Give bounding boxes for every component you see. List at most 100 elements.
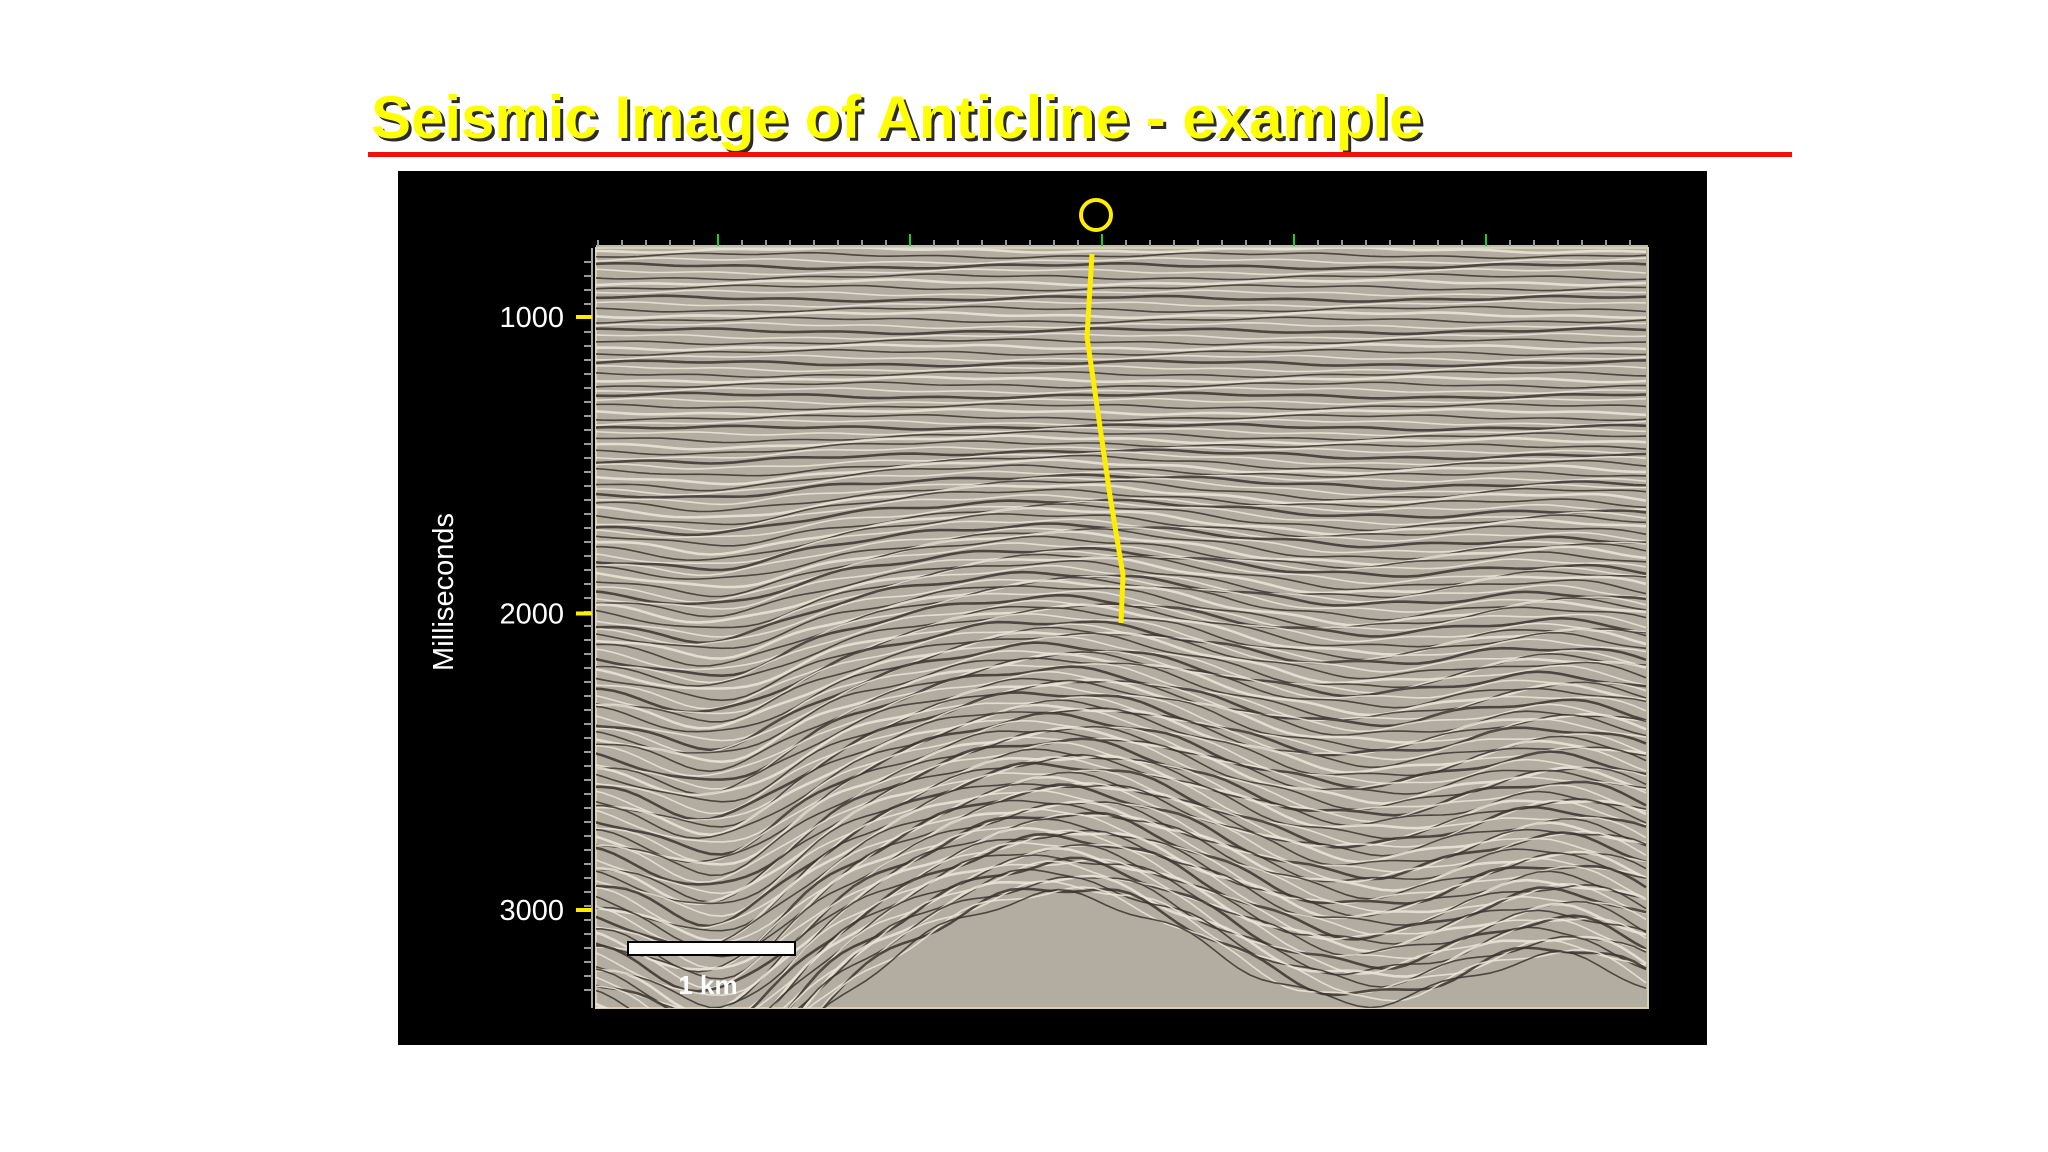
reflector	[596, 585, 1647, 667]
reflector	[596, 769, 1647, 930]
reflector	[596, 375, 1647, 384]
reflector	[596, 725, 1647, 863]
reflector	[596, 321, 1647, 330]
reflector	[596, 579, 1647, 660]
reflector	[596, 300, 1647, 308]
title-shadow: Seismic Image of Anticline - example	[374, 87, 1425, 154]
minor-ticks	[584, 261, 592, 991]
reflector	[596, 518, 1647, 564]
reflector	[596, 430, 1647, 444]
y-ticks: 1000 2000 3000	[499, 302, 592, 927]
reflector	[596, 623, 1647, 715]
reflector	[596, 603, 1647, 690]
reflector	[596, 719, 1647, 863]
reflector	[596, 599, 1647, 684]
reflector	[596, 506, 1647, 556]
well-marker	[1079, 198, 1113, 232]
reflector	[596, 370, 1647, 379]
reflector	[596, 440, 1647, 456]
reflector	[596, 737, 1647, 886]
y-tick-label: 3000	[499, 895, 564, 927]
reflector	[596, 446, 1647, 460]
reflector	[596, 381, 1647, 389]
reflector	[596, 570, 1647, 645]
reflector	[596, 708, 1647, 843]
scale-bar-label: 1 km	[678, 970, 737, 1000]
reflector	[596, 626, 1647, 723]
y-tick-label: 2000	[499, 599, 564, 631]
reflector	[802, 874, 1647, 1008]
reflector	[596, 407, 1647, 417]
reflector	[596, 483, 1647, 519]
reflector	[596, 748, 1647, 903]
reflector	[596, 782, 1647, 948]
reflector	[596, 454, 1647, 477]
reflector	[596, 707, 1647, 840]
reflector	[596, 632, 1647, 733]
scale-bar	[627, 941, 796, 956]
y-axis-label: Milliseconds	[428, 513, 460, 671]
reflector	[820, 887, 1647, 1008]
reflector	[596, 294, 1647, 303]
reflector	[596, 846, 1647, 1008]
reflector	[596, 651, 1647, 754]
reflector	[596, 753, 1647, 905]
reflector	[596, 316, 1647, 324]
reflector	[596, 832, 1647, 1008]
reflector	[596, 657, 1647, 773]
reflector	[596, 829, 1647, 1008]
reflector	[596, 500, 1647, 539]
reflector	[596, 354, 1647, 362]
reflector	[596, 386, 1647, 395]
reflector	[596, 631, 1647, 730]
reflector	[596, 473, 1647, 499]
reflector	[596, 696, 1647, 821]
seismic-reflectors	[596, 248, 1647, 1008]
reflector	[596, 858, 1647, 1008]
reflector	[596, 267, 1647, 276]
title: Seismic Image of Anticline - example	[371, 84, 1422, 151]
reflector	[596, 512, 1647, 562]
reflector	[596, 761, 1647, 928]
reflector	[596, 464, 1647, 492]
reflector	[800, 876, 1647, 1008]
reflector	[596, 451, 1647, 470]
reflector	[596, 391, 1647, 400]
reflector	[596, 364, 1647, 373]
reflector	[596, 526, 1647, 577]
reflector	[596, 575, 1647, 646]
reflector	[596, 649, 1647, 755]
y-tick-label: 1000	[499, 302, 564, 334]
reflector	[596, 338, 1647, 346]
reflector	[596, 603, 1647, 687]
reflector	[596, 560, 1647, 629]
reflector	[596, 476, 1647, 506]
well-path	[1084, 253, 1126, 624]
reflector	[596, 257, 1647, 265]
reflector	[596, 359, 1647, 368]
reflector	[596, 342, 1647, 352]
reflector	[596, 662, 1647, 777]
reflector	[596, 261, 1647, 271]
reflector	[596, 310, 1647, 320]
top-ticks	[597, 234, 1631, 246]
reflector	[596, 607, 1647, 702]
reflector	[596, 273, 1647, 281]
reflector	[596, 418, 1647, 427]
reflector	[596, 754, 1647, 906]
reflector	[596, 503, 1647, 547]
reflector	[596, 576, 1647, 650]
reflector	[596, 811, 1647, 993]
reflector	[822, 888, 1647, 1008]
reflector	[596, 305, 1647, 313]
reflector	[596, 843, 1647, 1008]
reflector	[596, 414, 1647, 422]
reflector	[596, 348, 1646, 357]
reflector	[596, 783, 1647, 947]
title-underline	[368, 152, 1792, 157]
reflector	[596, 289, 1646, 297]
reflector	[596, 612, 1647, 710]
reflector	[596, 326, 1647, 336]
reflector	[596, 488, 1647, 526]
